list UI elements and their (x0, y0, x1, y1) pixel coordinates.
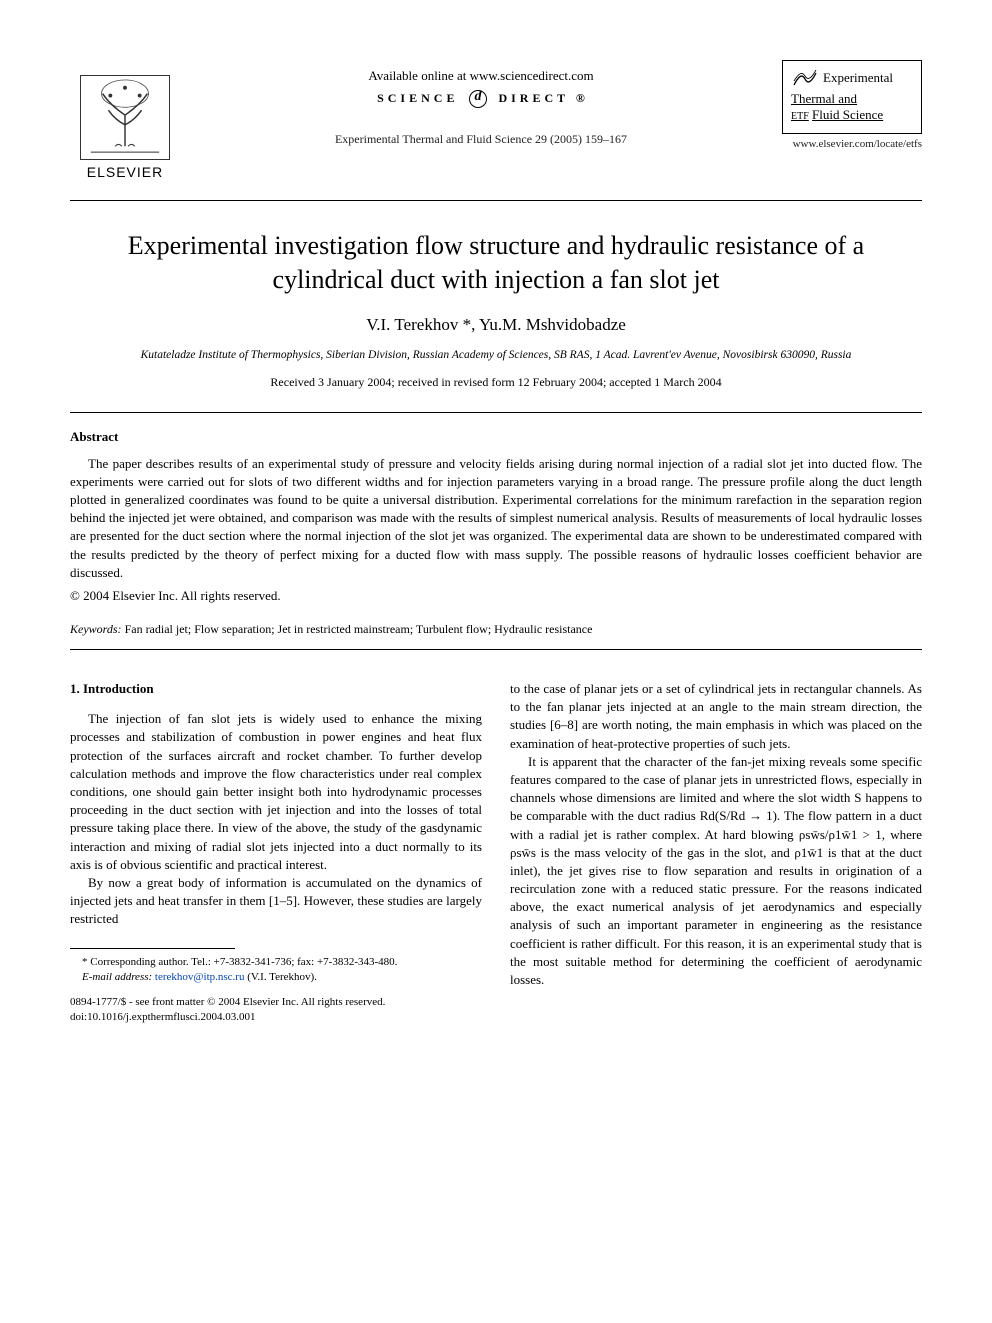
journal-box-line3: Fluid Science (812, 107, 883, 122)
intro-p2: By now a great body of information is ac… (70, 874, 482, 929)
center-header: Available online at www.sciencedirect.co… (180, 60, 782, 147)
abstract-heading: Abstract (70, 429, 922, 445)
journal-box-line2: Thermal and (791, 91, 913, 107)
journal-box: Experimental Thermal and ETF Fluid Scien… (782, 60, 922, 134)
keywords-label: Keywords: (70, 622, 122, 636)
article-title: Experimental investigation flow structur… (70, 229, 922, 297)
science-direct-logo: SCIENCE DIRECT ® (180, 90, 782, 108)
header-row: ELSEVIER Available online at www.science… (70, 60, 922, 180)
keywords-bottom-rule (70, 649, 922, 650)
abstract-top-rule (70, 412, 922, 413)
elsevier-logo: ELSEVIER (70, 60, 180, 180)
right-column: to the case of planar jets or a set of c… (510, 680, 922, 1025)
footnote-corresponding-text: Corresponding author. Tel.: +7-3832-341-… (90, 956, 397, 968)
sd-left: SCIENCE (377, 91, 458, 105)
keywords-text: Fan radial jet; Flow separation; Jet in … (122, 622, 593, 636)
copyright-line: © 2004 Elsevier Inc. All rights reserved… (70, 588, 922, 604)
intro-p3: to the case of planar jets or a set of c… (510, 680, 922, 753)
footer-line2: doi:10.1016/j.expthermflusci.2004.03.001 (70, 1010, 482, 1025)
elsevier-label: ELSEVIER (87, 164, 163, 180)
email-suffix: (V.I. Terekhov). (244, 971, 316, 983)
sd-right: DIRECT (498, 91, 568, 105)
article-dates: Received 3 January 2004; received in rev… (70, 375, 922, 390)
abstract-para: The paper describes results of an experi… (70, 455, 922, 582)
footnote-corresponding: * Corresponding author. Tel.: +7-3832-34… (70, 955, 482, 970)
intro-heading: 1. Introduction (70, 680, 482, 698)
abstract-text: The paper describes results of an experi… (70, 455, 922, 582)
etf-prefix: ETF (791, 111, 809, 122)
affiliation: Kutateladze Institute of Thermophysics, … (70, 347, 922, 363)
elsevier-tree-icon (80, 75, 170, 160)
journal-citation: Experimental Thermal and Fluid Science 2… (180, 132, 782, 147)
etf-swirl-icon (791, 67, 819, 89)
footer-line1: 0894-1777/$ - see front matter © 2004 El… (70, 995, 482, 1010)
footnote-email: E-mail address: terekhov@itp.nsc.ru (V.I… (70, 970, 482, 985)
journal-box-wrapper: Experimental Thermal and ETF Fluid Scien… (782, 60, 922, 150)
locate-url: www.elsevier.com/locate/etfs (782, 138, 922, 150)
journal-box-line1: Experimental (823, 70, 893, 86)
sd-circle-icon (469, 90, 487, 108)
footer-meta: 0894-1777/$ - see front matter © 2004 El… (70, 995, 482, 1025)
email-link[interactable]: terekhov@itp.nsc.ru (155, 971, 245, 983)
email-label: E-mail address: (82, 971, 152, 983)
intro-p4: It is apparent that the character of the… (510, 753, 922, 989)
footnote-rule (70, 948, 235, 949)
keywords-line: Keywords: Fan radial jet; Flow separatio… (70, 622, 922, 637)
intro-p1: The injection of fan slot jets is widely… (70, 710, 482, 874)
body-columns: 1. Introduction The injection of fan slo… (70, 680, 922, 1025)
available-online-text: Available online at www.sciencedirect.co… (180, 68, 782, 84)
authors: V.I. Terekhov *, Yu.M. Mshvidobadze (70, 315, 922, 335)
left-column: 1. Introduction The injection of fan slo… (70, 680, 482, 1025)
top-rule (70, 200, 922, 201)
